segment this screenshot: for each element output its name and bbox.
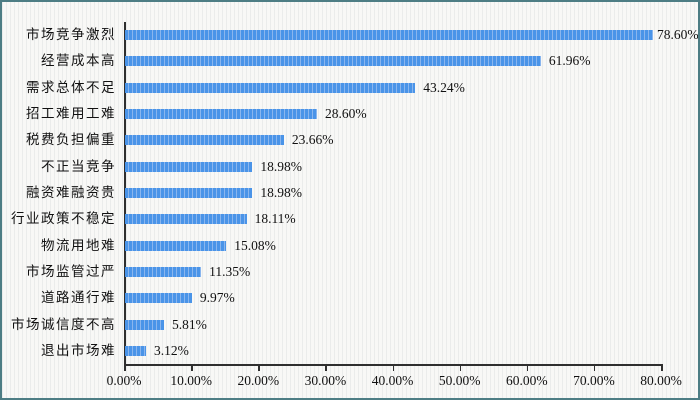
category-label: 行业政策不稳定 <box>11 211 116 227</box>
category-label: 市场诚信度不高 <box>11 316 116 332</box>
category-label: 市场监管过严 <box>26 263 116 279</box>
y-axis-line <box>124 22 126 366</box>
bar-value-label: 23.66% <box>291 132 334 148</box>
bar-value-label: 3.12% <box>153 342 189 358</box>
bar <box>125 293 192 304</box>
x-axis-tick <box>124 365 126 371</box>
x-tick-label: 80.00% <box>640 373 682 388</box>
category-label: 不正当竞争 <box>41 158 116 174</box>
x-tick-label: 0.00% <box>106 373 142 388</box>
x-tick-label: 70.00% <box>573 373 615 388</box>
x-tick-label: 20.00% <box>237 373 280 388</box>
x-axis-tick <box>459 365 462 371</box>
category-label: 道路通行难 <box>41 290 116 306</box>
bar-value-label: 78.60% <box>657 27 699 43</box>
bar-value-label: 15.08% <box>234 237 276 253</box>
bar <box>125 214 247 225</box>
bar-value-label: 18.11% <box>254 211 296 227</box>
bar-value-label: 5.81% <box>171 316 207 332</box>
x-axis-tick <box>325 365 327 371</box>
x-axis-tick <box>526 365 529 371</box>
bar-value-label: 43.24% <box>423 79 465 95</box>
bar <box>125 56 541 67</box>
category-label: 退出市场难 <box>41 342 116 358</box>
category-label: 物流用地难 <box>41 237 116 253</box>
x-tick-label: 40.00% <box>371 373 414 388</box>
bar-value-label: 18.98% <box>260 185 303 200</box>
bar <box>125 30 653 41</box>
bar <box>125 345 146 356</box>
bar <box>125 266 202 277</box>
bar-value-label: 11.35% <box>209 263 251 279</box>
bar <box>125 319 164 330</box>
category-label: 需求总体不足 <box>26 79 116 95</box>
bar-value-label: 9.97% <box>199 290 235 306</box>
x-axis-tick <box>191 365 193 371</box>
x-axis-tick <box>258 365 260 371</box>
bar <box>125 109 317 120</box>
x-axis-line <box>124 364 663 366</box>
x-tick-label: 60.00% <box>505 373 548 388</box>
bar <box>125 135 284 146</box>
x-axis-tick <box>593 365 596 371</box>
x-axis-tick <box>392 365 394 371</box>
category-label: 招工难用工难 <box>26 106 116 122</box>
bar-value-label: 18.98% <box>260 158 303 174</box>
category-label: 市场竞争激烈 <box>26 27 116 43</box>
category-label: 融资难融资贵 <box>26 185 116 200</box>
bar <box>125 82 416 93</box>
category-label: 经营成本高 <box>41 53 116 69</box>
x-axis-tick <box>661 365 663 371</box>
category-label: 税费负担偏重 <box>26 132 116 148</box>
x-tick-label: 10.00% <box>170 373 212 388</box>
x-tick-label: 50.00% <box>438 373 481 388</box>
bar <box>125 161 253 172</box>
bar <box>125 240 227 251</box>
x-tick-label: 30.00% <box>304 373 347 388</box>
bar-value-label: 28.60% <box>324 106 367 122</box>
bar <box>125 188 253 198</box>
bar-value-label: 61.96% <box>548 53 591 69</box>
